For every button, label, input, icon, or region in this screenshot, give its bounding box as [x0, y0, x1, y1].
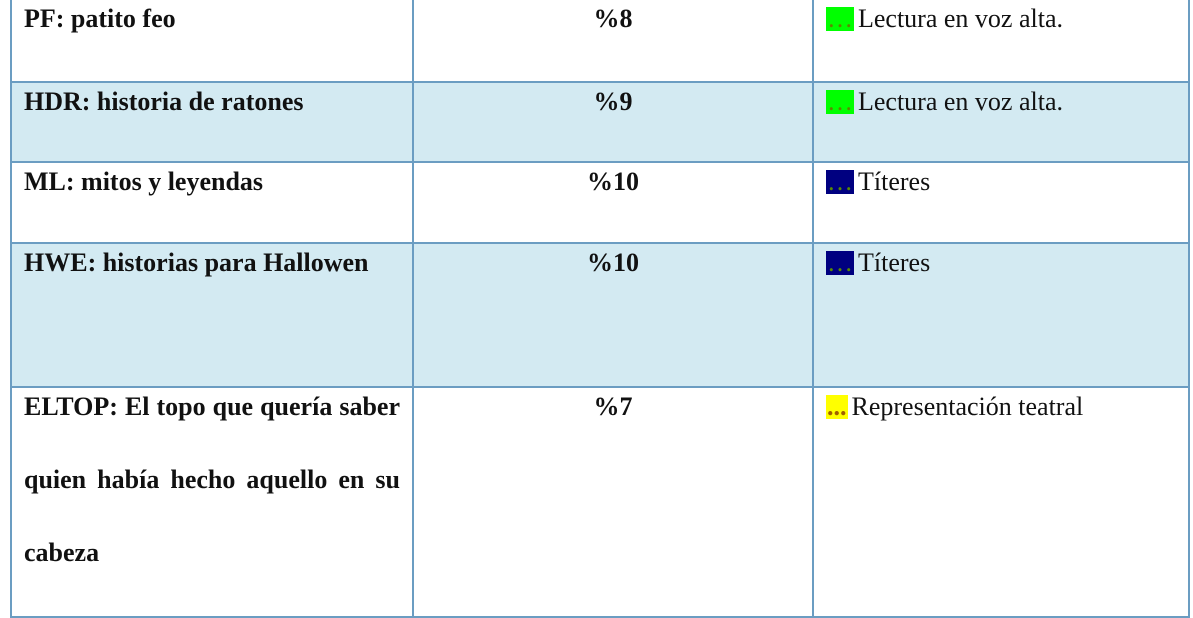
activity: Títeres [858, 167, 931, 196]
cell: ... Representación teatral [812, 387, 1190, 618]
activity: Lectura en voz alta. [858, 87, 1063, 116]
marker: … [826, 4, 854, 33]
cell: … Lectura en voz alta. [812, 0, 1190, 83]
activity: Lectura en voz alta. [858, 4, 1063, 33]
cell: %8 [412, 0, 814, 83]
cell: … Lectura en voz alta. [812, 82, 1190, 163]
cell: ELTOP: El topo que quería saber quien ha… [10, 387, 414, 618]
cell: %10 [412, 243, 814, 388]
table-body: PF: patito feo %8… Lectura en voz alta. HDR… [10, 0, 1190, 618]
percent: %10 [587, 248, 639, 277]
table-row: HWE: historias para Hallowen %10 … Títeres [10, 243, 1190, 388]
activity: Representación teatral [851, 392, 1084, 421]
activity-line: ... Representación teatral [826, 387, 1176, 443]
cell: PF: patito feo [10, 0, 414, 83]
cell: %7 [412, 387, 814, 618]
cell: … Títeres [812, 162, 1190, 244]
marker: … [826, 87, 854, 116]
activity-line: … Títeres [826, 243, 1176, 299]
cell: %10 [412, 162, 814, 244]
story-name: PF: patito feo [24, 4, 176, 33]
percent: %10 [587, 167, 639, 196]
table: PF: patito feo %8… Lectura en voz alta. HDR… [10, 0, 1190, 618]
marker: … [826, 167, 854, 196]
activity: Títeres [858, 248, 931, 277]
table-row: ELTOP: El topo que quería saber quien ha… [10, 387, 1190, 618]
cell: HDR: historia de ratones [10, 82, 414, 163]
table-row: ML: mitos y leyendas %10 … Títeres [10, 162, 1190, 244]
story-name: ML: mitos y leyendas [24, 167, 264, 196]
table-row: PF: patito feo %8 … Lectura en voz alta. [10, 0, 1190, 83]
percent: %7 [593, 392, 633, 421]
story-name: HDR: historia de ratones [24, 87, 304, 116]
cell: … Títeres [812, 243, 1190, 388]
table-row: HDR: historia de ratones %9 … Lectura en vo… [10, 82, 1190, 163]
cell: HWE: historias para Hallowen [10, 243, 414, 388]
marker: … [826, 248, 854, 277]
percent: %9 [593, 87, 633, 116]
cell: ML: mitos y leyendas [10, 162, 414, 244]
activity-line: … Lectura en voz alta. [826, 0, 1176, 55]
percent: %8 [593, 4, 633, 33]
story-name: ELTOP: El topo que quería saber quien ha… [24, 392, 400, 567]
story-name: HWE: historias para Hallowen [24, 248, 369, 277]
activity-line: … Títeres [826, 162, 1176, 218]
cell: %9 [412, 82, 814, 163]
activity-line: … Lectura en voz alta. [826, 82, 1176, 138]
marker: ... [826, 392, 848, 421]
